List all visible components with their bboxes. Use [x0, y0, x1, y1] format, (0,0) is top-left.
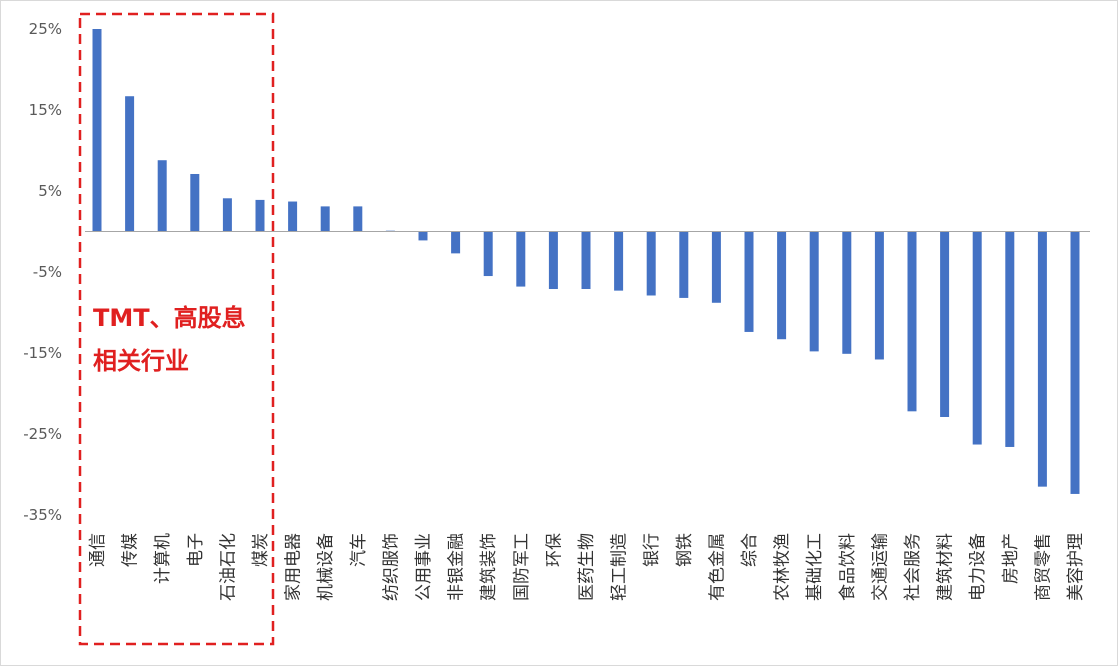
bar	[809, 231, 819, 352]
x-category-label: 房地产	[1001, 533, 1021, 584]
bar	[874, 231, 884, 360]
bar	[190, 173, 200, 232]
bar	[222, 198, 232, 232]
x-category-label: 商贸零售	[1033, 533, 1053, 601]
annotation-line-1: TMT、高股息	[93, 304, 246, 332]
x-category-label: 银行	[642, 533, 662, 567]
bar	[548, 231, 558, 290]
x-category-label: 美容护理	[1066, 533, 1086, 601]
y-tick-label: -25%	[23, 425, 62, 443]
x-category-label: 建筑材料	[936, 533, 956, 601]
x-category-label: 钢铁	[675, 533, 695, 567]
x-category-label: 汽车	[349, 533, 369, 567]
bar	[1070, 231, 1080, 494]
x-category-label: 家用电器	[284, 533, 304, 601]
bar	[711, 231, 721, 303]
bar	[581, 231, 591, 290]
x-category-label: 交通运输	[870, 533, 890, 601]
bar	[940, 231, 950, 417]
bar	[842, 231, 852, 354]
x-category-label: 有色金属	[707, 533, 727, 601]
bar	[451, 231, 461, 254]
bar	[288, 201, 298, 232]
x-category-label: 食品饮料	[838, 533, 858, 601]
bar	[679, 231, 689, 298]
x-category-label: 医药生物	[577, 533, 597, 601]
bar	[516, 231, 526, 287]
x-category-label: 煤炭	[251, 533, 271, 567]
highlight-box	[78, 12, 275, 646]
annotation-line-2: 相关行业	[93, 347, 189, 375]
x-category-label: 纺织服饰	[381, 533, 401, 601]
y-tick-label: 25%	[29, 20, 62, 38]
x-category-label: 国防军工	[512, 533, 532, 601]
bar	[777, 231, 787, 340]
x-category-label: 电子	[186, 533, 206, 567]
x-category-label: 计算机	[153, 533, 173, 584]
y-tick-label: -15%	[23, 344, 62, 362]
bar	[157, 160, 167, 232]
bar	[418, 231, 428, 241]
x-category-label: 石油石化	[218, 533, 238, 601]
y-tick-label: 15%	[29, 101, 62, 119]
x-category-label: 环保	[544, 533, 564, 567]
x-axis-labels: 通信 传媒 计算机 电子 石油石化 煤炭 家用电器 机械设备 汽车 纺织服饰 公用事业 非银金融 建筑装…	[88, 533, 1086, 601]
bar	[1037, 231, 1047, 487]
bars	[92, 29, 1080, 494]
x-category-label: 公用事业	[414, 533, 434, 601]
x-category-label: 机械设备	[316, 533, 336, 601]
bar	[483, 231, 493, 277]
x-category-label: 电力设备	[968, 533, 988, 601]
y-tick-label: -35%	[23, 506, 62, 524]
bar	[646, 231, 656, 296]
y-axis-ticks: 25% 15% 5% -5% -15% -25% -35%	[23, 20, 62, 524]
x-category-label: 传媒	[121, 533, 141, 567]
x-category-label: 社会服务	[903, 533, 923, 601]
bar	[353, 206, 363, 232]
x-category-label: 通信	[88, 533, 108, 567]
x-category-label: 非银金融	[447, 533, 467, 601]
x-category-label: 农林牧渔	[773, 533, 793, 601]
x-category-label: 基础化工	[805, 533, 825, 601]
y-tick-label: 5%	[38, 182, 62, 200]
x-category-label: 建筑装饰	[479, 533, 499, 601]
bar	[1005, 231, 1015, 447]
bar	[972, 231, 982, 445]
x-category-label: 综合	[740, 533, 760, 567]
bar	[907, 231, 917, 412]
bar	[744, 231, 754, 332]
bar	[320, 206, 330, 232]
y-tick-label: -5%	[33, 263, 62, 281]
bar	[125, 96, 135, 232]
bar	[614, 231, 624, 291]
x-category-label: 轻工制造	[610, 533, 630, 601]
bar	[255, 199, 265, 232]
bar	[92, 29, 102, 232]
